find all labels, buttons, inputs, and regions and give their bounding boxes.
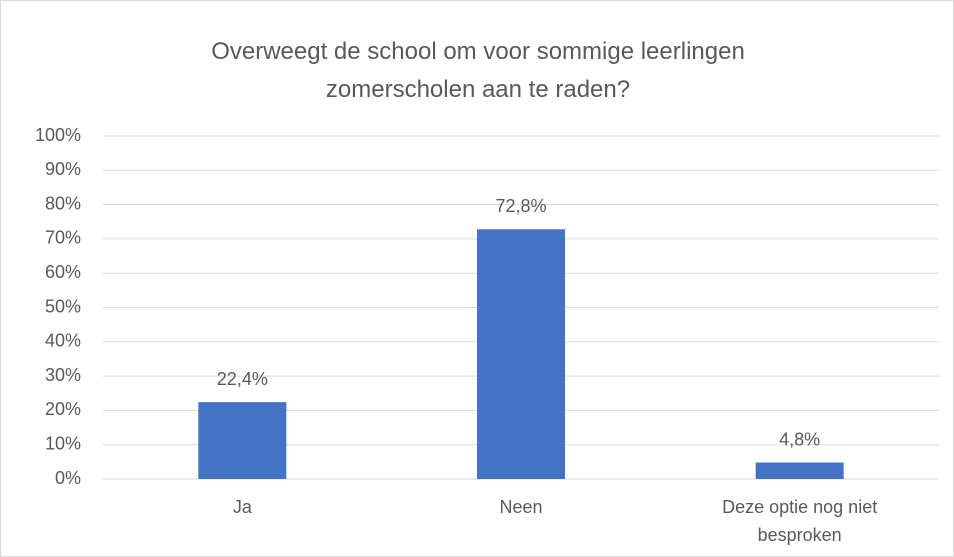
y-tick-label: 10%: [45, 433, 81, 453]
y-tick-label: 50%: [45, 296, 81, 316]
x-tick-label: Neen: [499, 497, 543, 517]
y-tick-label: 70%: [45, 228, 81, 248]
bar: [198, 402, 287, 479]
data-label: 72,8%: [495, 196, 546, 216]
bar: [477, 229, 565, 479]
chart-title: Overweegt de school om voor sommige leer…: [211, 38, 745, 103]
x-tick-label: Deze optie nog niet besproken: [722, 497, 878, 545]
y-tick-label: 30%: [45, 365, 81, 385]
y-tick-label: 60%: [45, 262, 81, 282]
data-label: 4,8%: [779, 429, 820, 449]
bar: [755, 462, 844, 479]
y-tick-label: 20%: [45, 399, 81, 419]
y-tick-label: 40%: [45, 331, 81, 351]
y-tick-label: 90%: [45, 159, 81, 179]
y-tick-label: 100%: [35, 125, 81, 145]
data-label: 22,4%: [217, 369, 268, 389]
y-tick-label: 0%: [55, 468, 81, 488]
x-tick-label: Ja: [232, 497, 252, 517]
y-tick-label: 80%: [45, 193, 81, 213]
